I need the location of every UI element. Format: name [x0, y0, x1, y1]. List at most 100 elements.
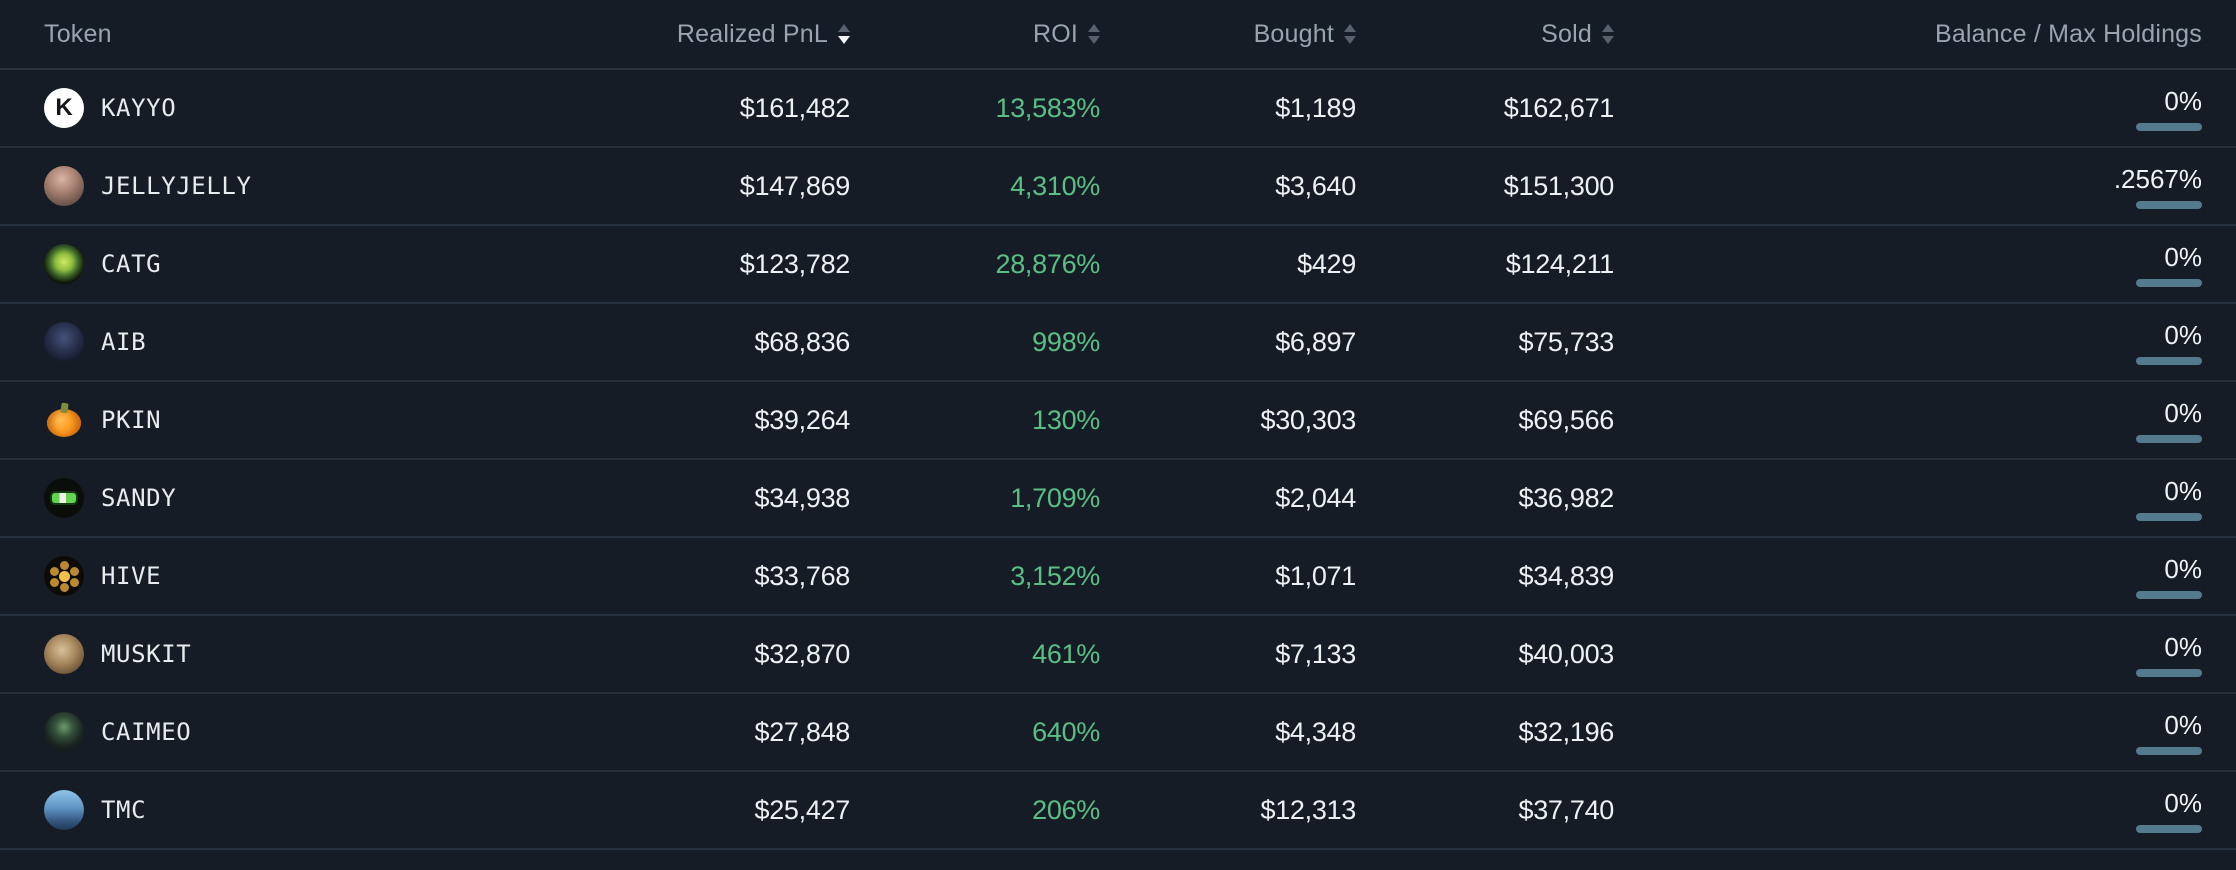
- roi-cell: 206%: [1032, 794, 1100, 825]
- sold-cell: $34,839: [1518, 560, 1615, 591]
- balance-cell: 0%: [1614, 242, 2202, 287]
- sort-icon-roi: [1088, 24, 1100, 44]
- kayyo-token-icon: K: [44, 88, 84, 128]
- bought-cell: $3,640: [1275, 170, 1356, 201]
- token-label: KAYYO: [101, 94, 177, 122]
- realized-pnl-cell: $34,938: [754, 482, 851, 513]
- token-cell: TMC: [44, 790, 544, 830]
- token-row[interactable]: HIVE $33,768 3,152% $1,071 $34,839 0%: [0, 538, 2236, 616]
- token-row[interactable]: AIB $68,836 998% $6,897 $75,733 0%: [0, 304, 2236, 382]
- token-cell: AIB: [44, 322, 544, 362]
- realized-pnl-cell: $32,870: [754, 638, 851, 669]
- balance-bar: [2136, 434, 2202, 443]
- realized-pnl-cell: $147,869: [739, 170, 851, 201]
- realized-pnl-cell: $25,427: [754, 794, 851, 825]
- column-header-roi[interactable]: ROI: [850, 20, 1100, 49]
- aib-token-icon: [44, 322, 84, 362]
- token-row[interactable]: MUSKIT $32,870 461% $7,133 $40,003 0%: [0, 616, 2236, 694]
- sold-cell: $75,733: [1518, 326, 1615, 357]
- balance-value: .2567%: [2113, 163, 2202, 194]
- balance-value: 0%: [2164, 475, 2202, 506]
- balance-bar: [2136, 356, 2202, 365]
- balance-value: 0%: [2164, 631, 2202, 662]
- realized-pnl-cell: $68,836: [754, 326, 851, 357]
- token-cell: PKIN: [44, 400, 544, 440]
- balance-bar: [2136, 200, 2202, 209]
- table-body: K KAYYO $161,482 13,583% $1,189 $162,671…: [0, 70, 2236, 850]
- muskit-token-icon: [44, 634, 84, 674]
- token-row[interactable]: CATG $123,782 28,876% $429 $124,211 0%: [0, 226, 2236, 304]
- balance-cell: 0%: [1614, 632, 2202, 677]
- roi-cell: 640%: [1032, 716, 1100, 747]
- caimeo-token-icon: [44, 712, 84, 752]
- balance-bar: [2136, 512, 2202, 521]
- balance-cell: 0%: [1614, 710, 2202, 755]
- sold-cell: $37,740: [1518, 794, 1615, 825]
- balance-cell: 0%: [1614, 476, 2202, 521]
- sold-cell: $32,196: [1518, 716, 1615, 747]
- token-cell: CAIMEO: [44, 712, 544, 752]
- column-header-realized-pnl-label: Realized PnL: [676, 19, 828, 48]
- token-cell: K KAYYO: [44, 88, 544, 128]
- column-header-balance-label: Balance / Max Holdings: [1934, 19, 2202, 48]
- token-cell: MUSKIT: [44, 634, 544, 674]
- token-row[interactable]: TMC $25,427 206% $12,313 $37,740 0%: [0, 772, 2236, 850]
- roi-cell: 4,310%: [1010, 170, 1100, 201]
- sold-cell: $124,211: [1505, 248, 1615, 279]
- balance-value: 0%: [2164, 319, 2202, 350]
- roi-cell: 130%: [1032, 404, 1100, 435]
- bought-cell: $4,348: [1275, 716, 1356, 747]
- bought-cell: $1,071: [1275, 560, 1356, 591]
- token-label: HIVE: [101, 562, 162, 590]
- token-label: MUSKIT: [101, 640, 192, 668]
- sold-cell: $36,982: [1518, 482, 1615, 513]
- token-label: JELLYJELLY: [101, 172, 252, 200]
- balance-bar: [2136, 824, 2202, 833]
- roi-cell: 461%: [1032, 638, 1100, 669]
- balance-value: 0%: [2164, 787, 2202, 818]
- balance-cell: 0%: [1614, 788, 2202, 833]
- roi-cell: 1,709%: [1010, 482, 1100, 513]
- column-header-roi-label: ROI: [1032, 19, 1078, 48]
- balance-cell: 0%: [1614, 554, 2202, 599]
- column-header-balance: Balance / Max Holdings: [1614, 20, 2202, 49]
- token-row[interactable]: SANDY $34,938 1,709% $2,044 $36,982 0%: [0, 460, 2236, 538]
- realized-pnl-cell: $27,848: [754, 716, 851, 747]
- pkin-token-icon: [44, 400, 84, 440]
- roi-cell: 13,583%: [995, 92, 1101, 123]
- balance-cell: 0%: [1614, 398, 2202, 443]
- column-header-sold[interactable]: Sold: [1356, 20, 1614, 49]
- realized-pnl-cell: $123,782: [739, 248, 851, 279]
- balance-value: 0%: [2164, 709, 2202, 740]
- balance-bar: [2136, 668, 2202, 677]
- token-label: PKIN: [101, 406, 162, 434]
- roi-cell: 3,152%: [1010, 560, 1100, 591]
- token-label: TMC: [101, 796, 147, 824]
- catg-token-icon: [44, 244, 84, 284]
- bought-cell: $2,044: [1275, 482, 1356, 513]
- realized-pnl-cell: $161,482: [739, 92, 851, 123]
- token-label: CATG: [101, 250, 162, 278]
- sort-icon-realized-pnl: [838, 24, 850, 44]
- balance-bar: [2136, 746, 2202, 755]
- bought-cell: $429: [1297, 248, 1356, 279]
- roi-cell: 28,876%: [995, 248, 1101, 279]
- sold-cell: $162,671: [1503, 92, 1615, 123]
- column-header-sold-label: Sold: [1541, 19, 1592, 48]
- bought-cell: $30,303: [1260, 404, 1357, 435]
- token-row[interactable]: JELLYJELLY $147,869 4,310% $3,640 $151,3…: [0, 148, 2236, 226]
- token-row[interactable]: K KAYYO $161,482 13,583% $1,189 $162,671…: [0, 70, 2236, 148]
- roi-cell: 998%: [1032, 326, 1100, 357]
- column-header-bought[interactable]: Bought: [1100, 20, 1356, 49]
- balance-value: 0%: [2164, 397, 2202, 428]
- column-header-realized-pnl[interactable]: Realized PnL: [544, 20, 850, 49]
- sandy-token-icon: [44, 478, 84, 518]
- token-row[interactable]: CAIMEO $27,848 640% $4,348 $32,196 0%: [0, 694, 2236, 772]
- realized-pnl-cell: $33,768: [754, 560, 851, 591]
- table-header: Token Realized PnL ROI Bought Sold Balan…: [0, 0, 2236, 70]
- sort-icon-sold: [1602, 24, 1614, 44]
- token-row[interactable]: PKIN $39,264 130% $30,303 $69,566 0%: [0, 382, 2236, 460]
- bought-cell: $12,313: [1260, 794, 1357, 825]
- balance-bar: [2136, 590, 2202, 599]
